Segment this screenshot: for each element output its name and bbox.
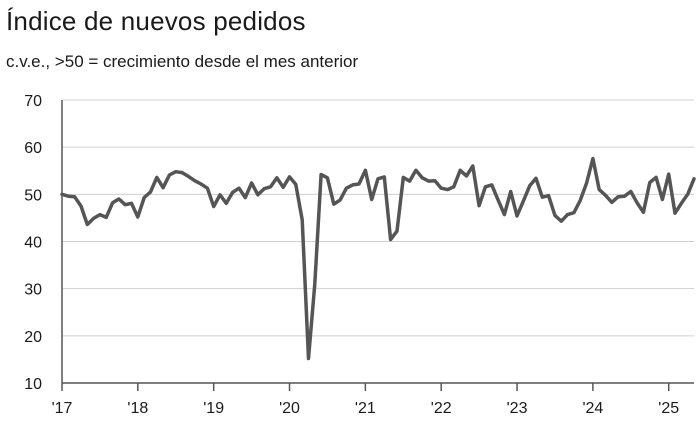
series-line <box>60 156 696 361</box>
chart-subtitle: c.v.e., >50 = crecimiento desde el mes a… <box>6 52 359 71</box>
y-tick-label: 50 <box>24 187 42 204</box>
chart-title: Índice de nuevos pedidos <box>6 6 306 36</box>
x-axis: '17 '18 '19 '20 '21 '22 '23 '24 '25 <box>52 100 694 417</box>
y-tick-label: 10 <box>24 376 42 393</box>
y-axis-ticks: 10 20 30 40 50 60 70 <box>24 93 42 393</box>
x-tick-label: '24 <box>582 400 603 417</box>
x-tick-label: '18 <box>127 400 148 417</box>
x-tick-label: '23 <box>507 400 528 417</box>
x-tick-label: '17 <box>52 400 73 417</box>
x-tick-label: '21 <box>355 400 376 417</box>
x-tick-label: '20 <box>279 400 300 417</box>
series-layer <box>60 156 696 361</box>
x-tick-label: '19 <box>203 400 224 417</box>
y-tick-label: 60 <box>24 140 42 157</box>
gridlines <box>62 99 694 337</box>
y-tick-label: 20 <box>24 329 42 346</box>
x-tick-label: '22 <box>431 400 452 417</box>
y-tick-label: 40 <box>24 235 42 252</box>
y-tick-label: 30 <box>24 282 42 299</box>
x-tick-label: '25 <box>658 400 679 417</box>
y-tick-label: 70 <box>24 93 42 110</box>
